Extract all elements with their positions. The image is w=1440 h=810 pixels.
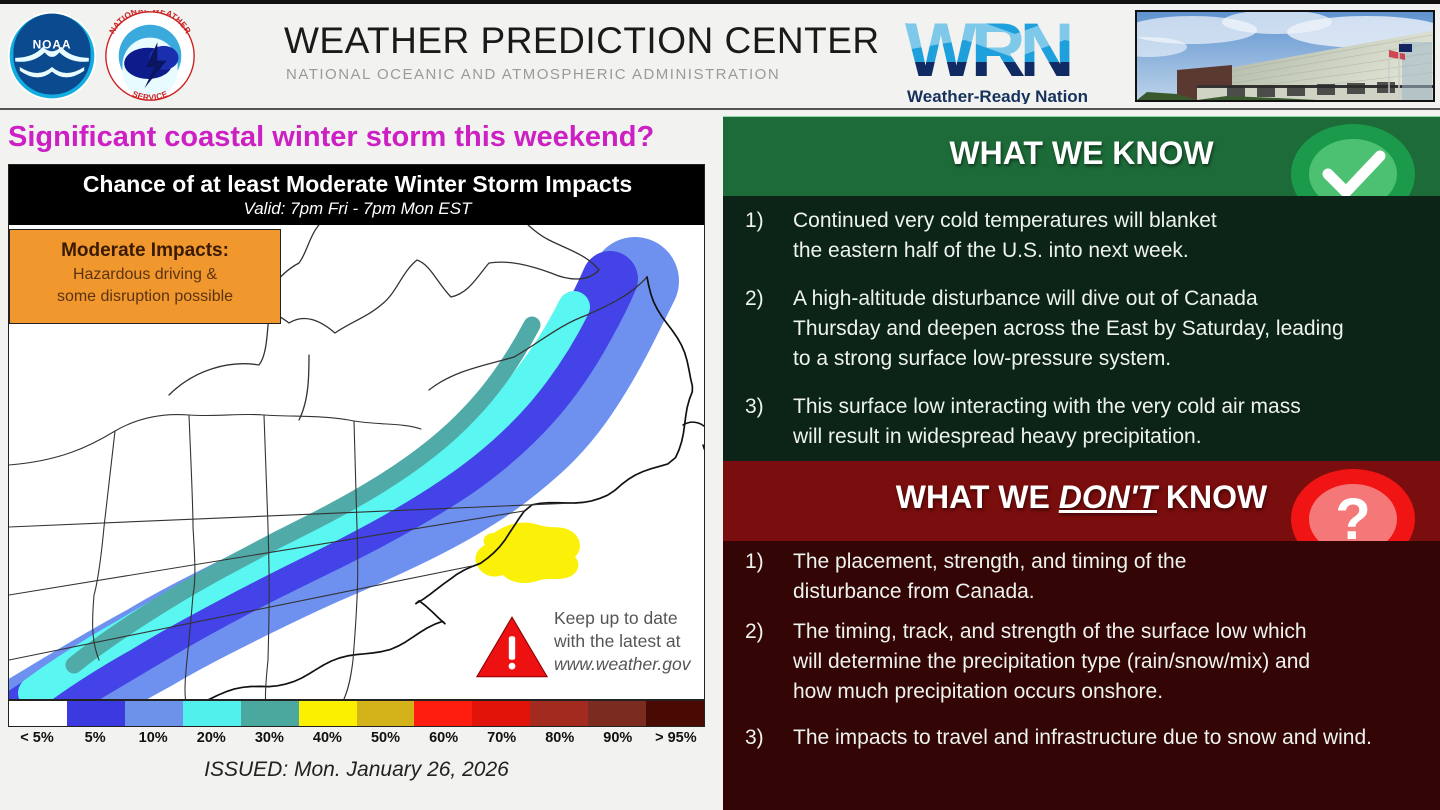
svg-text:NOAA: NOAA: [33, 38, 72, 52]
svg-text:Weather-Ready Nation: Weather-Ready Nation: [907, 87, 1088, 104]
